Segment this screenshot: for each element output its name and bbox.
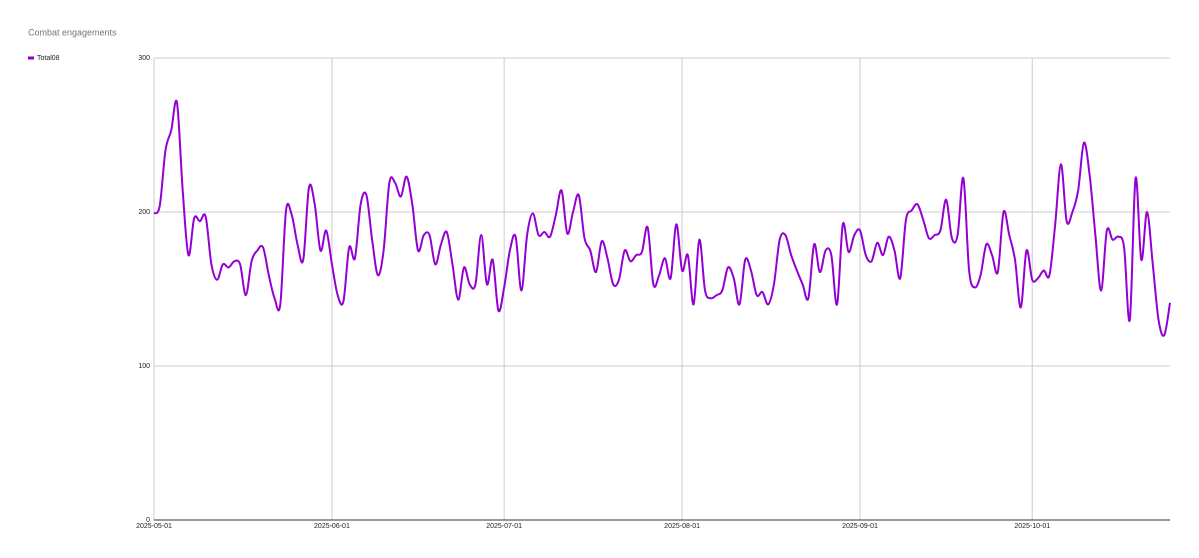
y-tick-label: 200 <box>138 209 150 216</box>
x-tick-label: 2025-07-01 <box>486 523 522 530</box>
legend-label: Total08 <box>37 55 60 62</box>
chart-title: Combat engagements <box>28 27 117 37</box>
x-tick-label: 2025-05-01 <box>136 523 172 530</box>
x-tick-label: 2025-09-01 <box>842 523 878 530</box>
line <box>153 99 1171 337</box>
legend-swatch <box>28 56 34 60</box>
x-tick-label: 2025-08-01 <box>664 523 700 530</box>
y-tick-label: 300 <box>138 55 150 62</box>
y-tick-label: 0 <box>146 517 150 524</box>
x-tick-label: 2025-10-01 <box>1014 523 1050 530</box>
y-tick-label: 100 <box>138 363 150 370</box>
x-tick-label: 2025-06-01 <box>314 523 350 530</box>
